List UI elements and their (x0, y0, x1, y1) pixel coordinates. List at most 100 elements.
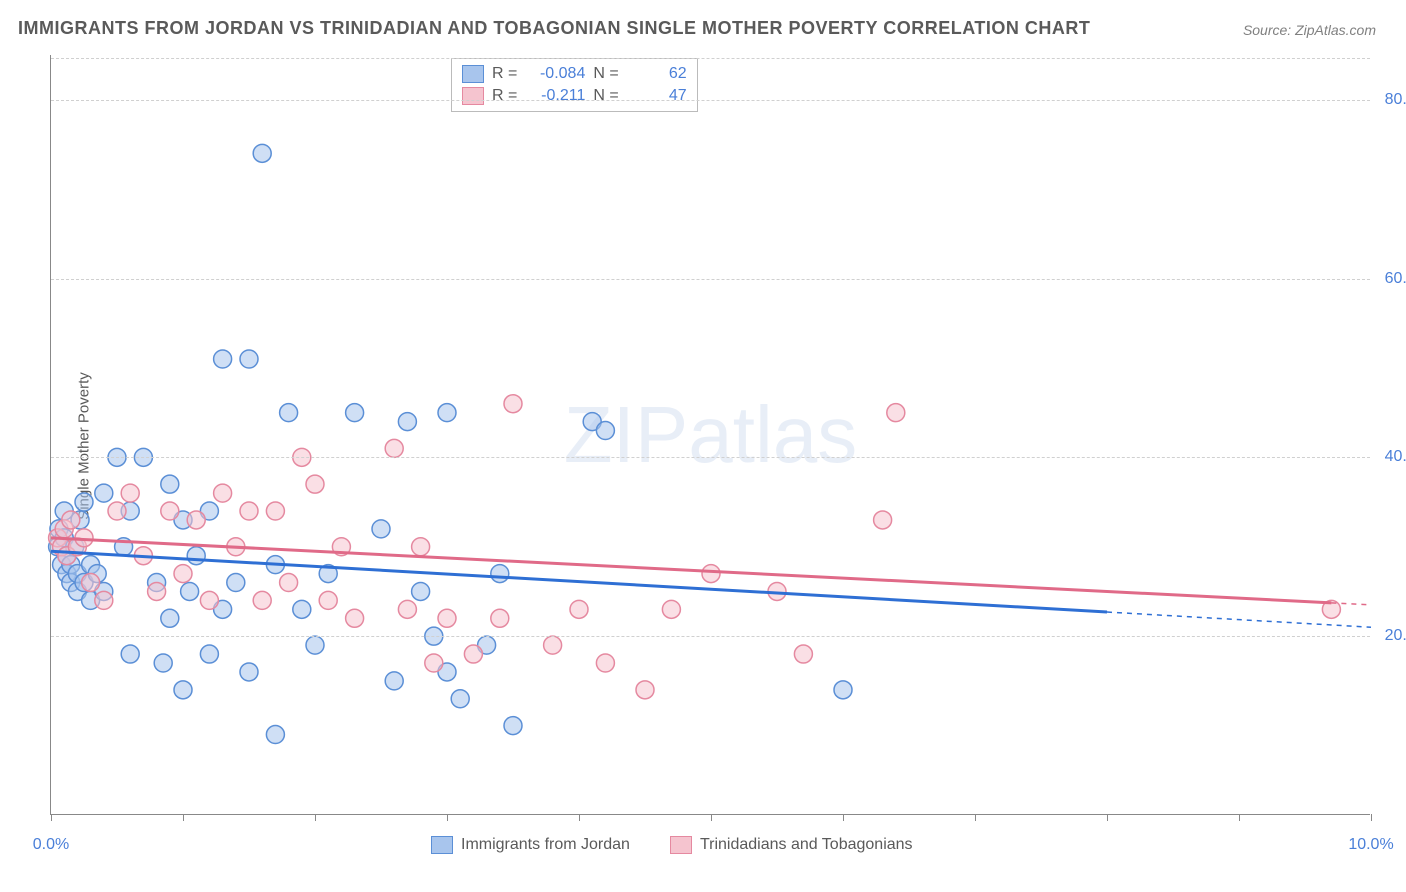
data-point (253, 591, 271, 609)
data-point (504, 717, 522, 735)
data-point (95, 484, 113, 502)
data-point (306, 475, 324, 493)
grid-line (51, 58, 1370, 59)
x-tick (447, 814, 448, 821)
data-point (174, 565, 192, 583)
data-point (121, 645, 139, 663)
stats-row: R = -0.084 N = 62 (462, 63, 687, 85)
x-tick (51, 814, 52, 821)
data-point (161, 609, 179, 627)
chart-title: IMMIGRANTS FROM JORDAN VS TRINIDADIAN AN… (18, 18, 1090, 39)
data-point (544, 636, 562, 654)
data-point (385, 672, 403, 690)
data-point (154, 654, 172, 672)
grid-line (51, 279, 1370, 280)
data-point (121, 484, 139, 502)
chart-svg (51, 55, 1370, 814)
r-value: -0.084 (525, 65, 585, 83)
data-point (451, 690, 469, 708)
data-point (570, 600, 588, 618)
data-point (346, 404, 364, 422)
grid-line (51, 457, 1370, 458)
data-point (82, 574, 100, 592)
data-point (412, 582, 430, 600)
data-point (62, 511, 80, 529)
x-tick-label: 0.0% (33, 836, 69, 854)
data-point (385, 439, 403, 457)
bottom-legend: Immigrants from Jordan Trinidadians and … (431, 836, 913, 854)
n-label: N = (593, 65, 618, 83)
x-tick (315, 814, 316, 821)
data-point (240, 663, 258, 681)
data-point (187, 547, 205, 565)
stats-legend-box: R = -0.084 N = 62 R = -0.211 N = 47 (451, 58, 698, 112)
data-point (346, 609, 364, 627)
data-point (253, 144, 271, 162)
grid-line (51, 636, 1370, 637)
n-label: N = (593, 87, 618, 105)
data-point (240, 350, 258, 368)
x-tick (579, 814, 580, 821)
data-point (887, 404, 905, 422)
y-tick-label: 20.0% (1385, 627, 1406, 645)
n-value: 47 (627, 87, 687, 105)
data-point (794, 645, 812, 663)
data-point (214, 484, 232, 502)
data-point (491, 565, 509, 583)
data-point (438, 609, 456, 627)
y-tick-label: 40.0% (1385, 448, 1406, 466)
r-value: -0.211 (525, 87, 585, 105)
data-point (398, 600, 416, 618)
data-point (319, 591, 337, 609)
data-point (425, 654, 443, 672)
data-point (181, 582, 199, 600)
data-point (874, 511, 892, 529)
data-point (438, 404, 456, 422)
data-point (148, 582, 166, 600)
data-point (214, 350, 232, 368)
legend-item: Immigrants from Jordan (431, 836, 630, 854)
data-point (227, 574, 245, 592)
data-point (161, 475, 179, 493)
x-tick-label: 10.0% (1348, 836, 1393, 854)
x-tick (843, 814, 844, 821)
r-label: R = (492, 87, 517, 105)
series-swatch-icon (462, 87, 484, 105)
data-point (412, 538, 430, 556)
data-point (504, 395, 522, 413)
data-point (240, 502, 258, 520)
grid-line (51, 100, 1370, 101)
data-point (306, 636, 324, 654)
source-attribution: Source: ZipAtlas.com (1243, 22, 1376, 38)
data-point (200, 645, 218, 663)
r-label: R = (492, 65, 517, 83)
series-swatch-icon (462, 65, 484, 83)
data-point (187, 511, 205, 529)
data-point (464, 645, 482, 663)
y-tick-label: 60.0% (1385, 270, 1406, 288)
data-point (174, 681, 192, 699)
x-tick (183, 814, 184, 821)
data-point (293, 600, 311, 618)
data-point (834, 681, 852, 699)
legend-label: Trinidadians and Tobagonians (700, 836, 913, 854)
stats-row: R = -0.211 N = 47 (462, 85, 687, 107)
data-point (280, 574, 298, 592)
series-swatch-icon (670, 836, 692, 854)
data-point (398, 413, 416, 431)
x-tick (1239, 814, 1240, 821)
data-point (161, 502, 179, 520)
y-tick-label: 80.0% (1385, 91, 1406, 109)
data-point (596, 654, 614, 672)
legend-item: Trinidadians and Tobagonians (670, 836, 913, 854)
series-swatch-icon (431, 836, 453, 854)
data-point (108, 502, 126, 520)
data-point (702, 565, 720, 583)
data-point (200, 591, 218, 609)
data-point (662, 600, 680, 618)
data-point (75, 493, 93, 511)
data-point (280, 404, 298, 422)
data-point (95, 591, 113, 609)
trend-line (51, 538, 1331, 603)
data-point (636, 681, 654, 699)
